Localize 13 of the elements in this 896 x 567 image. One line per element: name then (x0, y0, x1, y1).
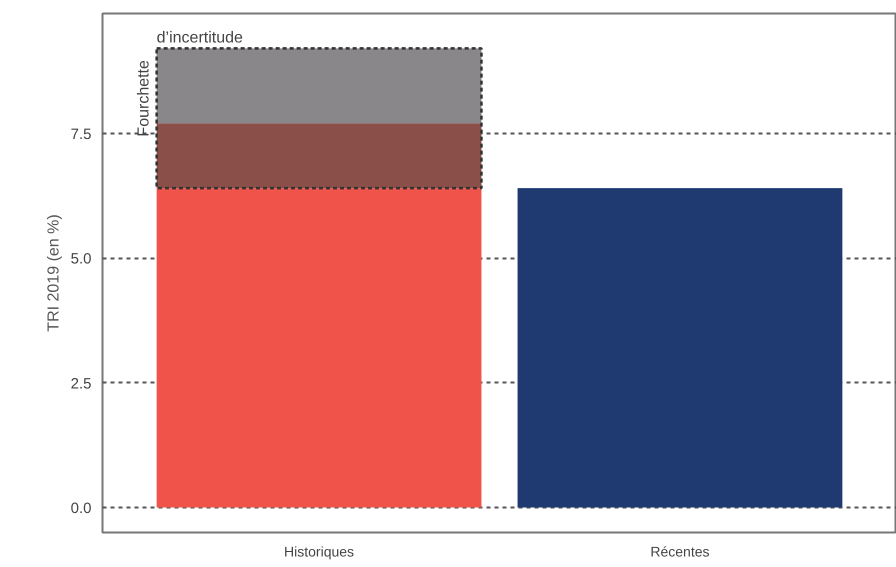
annotation: d’incertitude (156, 29, 244, 46)
bar (156, 188, 482, 508)
y-axis-title: TRI 2019 (en %) (46, 214, 63, 332)
x-tick-label: Récentes (650, 544, 710, 560)
annotation: Fourchette (136, 60, 153, 137)
y-tick-label: 0.0 (70, 500, 92, 518)
bar (156, 123, 482, 188)
y-tick-label: 5.0 (70, 250, 92, 268)
y-tick-label: 2.5 (70, 375, 92, 392)
bar (156, 48, 482, 124)
bar (518, 188, 842, 508)
y-tick-label: 7.5 (70, 126, 92, 143)
x-tick-label: Historiques (284, 544, 354, 560)
